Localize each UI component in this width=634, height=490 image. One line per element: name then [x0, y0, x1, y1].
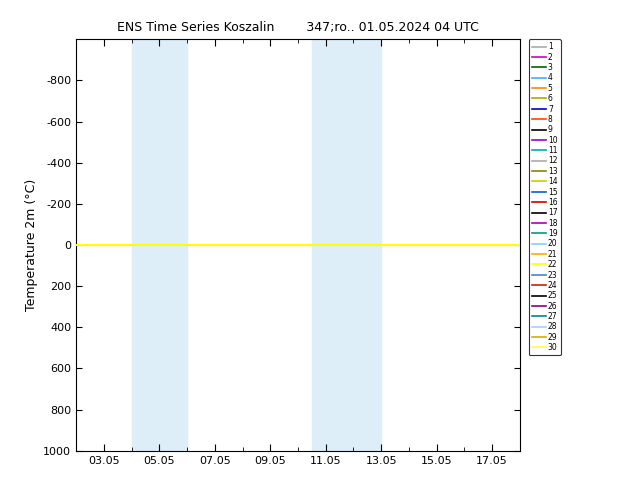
Bar [132, 39, 187, 451]
Y-axis label: Temperature 2m (°C): Temperature 2m (°C) [25, 179, 37, 311]
Bar [312, 39, 381, 451]
Legend: 1, 2, 3, 4, 5, 6, 7, 8, 9, 10, 11, 12, 13, 14, 15, 16, 17, 18, 19, 20, 21, 22, 2: 1, 2, 3, 4, 5, 6, 7, 8, 9, 10, 11, 12, 1… [529, 39, 560, 355]
Title: ENS Time Series Koszalin        347;ro.. 01.05.2024 04 UTC: ENS Time Series Koszalin 347;ro.. 01.05.… [117, 21, 479, 34]
